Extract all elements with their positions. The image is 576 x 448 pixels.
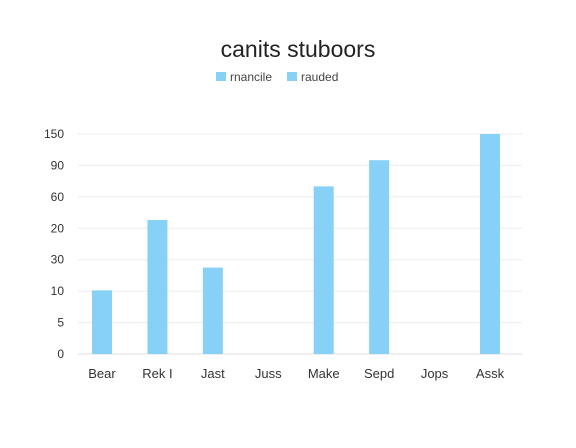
chart-title: canits stuboors <box>221 36 376 62</box>
x-category-label: Juss <box>255 366 282 381</box>
bars <box>92 134 500 354</box>
x-category-label: Sepd <box>364 366 394 381</box>
bar <box>147 220 168 354</box>
bar <box>92 290 112 354</box>
x-category-label: Jast <box>201 366 225 381</box>
y-tick-label: 0 <box>57 347 64 361</box>
x-category-label: Bear <box>88 366 116 381</box>
bar <box>480 134 500 354</box>
legend-label-series-1: rnancile <box>230 70 272 84</box>
legend-swatch-series-1 <box>216 72 226 81</box>
y-tick-label: 90 <box>51 158 65 172</box>
x-category-label: Jops <box>421 366 449 381</box>
grid <box>78 133 522 355</box>
y-axis-ticks: 0 5 10 30 20 60 90 150 <box>44 127 64 361</box>
legend-swatch-series-2 <box>287 72 297 81</box>
x-category-label: Make <box>308 366 340 381</box>
bar <box>369 160 390 354</box>
y-tick-label: 30 <box>51 253 65 267</box>
y-tick-label: 60 <box>51 190 65 204</box>
y-tick-label: 10 <box>51 284 65 298</box>
y-tick-label: 5 <box>57 316 64 330</box>
bar <box>202 267 223 354</box>
y-tick-label: 20 <box>51 221 65 235</box>
x-category-label: Rek I <box>142 366 172 381</box>
x-category-label: Assk <box>476 366 505 381</box>
legend: rnancile rauded <box>216 70 338 84</box>
y-tick-label: 150 <box>44 127 64 141</box>
bar <box>313 186 334 354</box>
legend-label-series-2: rauded <box>301 70 338 84</box>
x-axis-categories: Bear Rek I Jast Juss Make Sepd Jops Assk <box>88 366 504 381</box>
